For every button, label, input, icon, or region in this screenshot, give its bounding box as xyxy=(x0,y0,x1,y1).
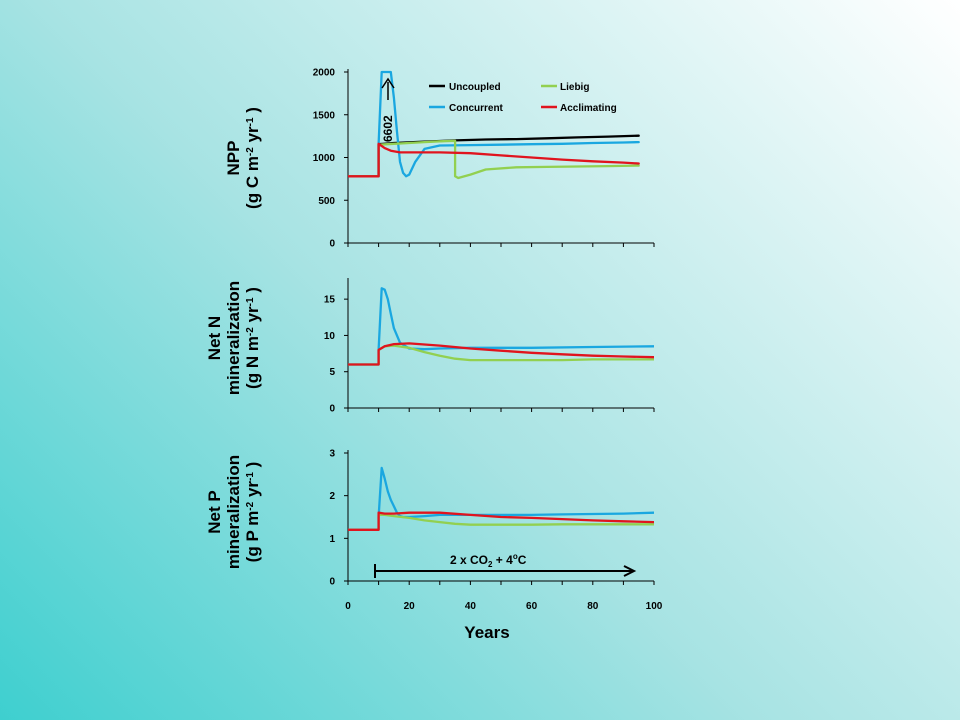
y-tick-label: 1000 xyxy=(313,153,336,164)
series-group xyxy=(348,287,654,366)
y-tick-label: 1500 xyxy=(313,110,336,121)
series-line-acclimating xyxy=(348,511,654,531)
legend: Uncoupled Liebig Concurrent Acclimating xyxy=(429,82,617,114)
legend-label-acclimating: Acclimating xyxy=(560,103,617,114)
y-tick-label: 10 xyxy=(324,331,336,342)
chart-panel-1: 0 500 1000 1500 2000 NPP(g C m-2 yr-1 ) xyxy=(224,68,655,250)
x-axis-title: Years xyxy=(464,623,509,642)
y-tick-label: 500 xyxy=(318,196,335,207)
treatment-arrow-head xyxy=(623,565,637,577)
legend-concurrent: Concurrent xyxy=(429,103,504,114)
legend-label-uncoupled: Uncoupled xyxy=(449,82,501,93)
x-tick-label: 20 xyxy=(404,601,416,612)
y-tick-label: 5 xyxy=(329,367,335,378)
legend-acclimating: Acclimating xyxy=(541,103,617,114)
series-line-liebig xyxy=(348,513,654,531)
treatment-annotation: 2 x CO2 + 4oC xyxy=(374,552,637,578)
x-tick-label: 40 xyxy=(465,601,477,612)
y-tick-label: 2000 xyxy=(313,68,336,79)
y-tick-label: 3 xyxy=(329,449,335,460)
peak-value-label: 6602 xyxy=(381,115,395,142)
peak-annotation: 6602 xyxy=(381,77,395,142)
y-axis-title: NPP(g C m-2 yr-1 ) xyxy=(224,107,262,209)
x-tick-label: 100 xyxy=(646,601,663,612)
series-line-acclimating xyxy=(348,342,654,366)
series-line-concurrent xyxy=(348,287,654,366)
y-tick-label: 0 xyxy=(329,239,335,250)
x-tick-label: 0 xyxy=(345,601,351,612)
chart-panel-3: 0 1 2 3 0 20 40 60 80 100 Net Pmineralization(g P … xyxy=(205,449,663,613)
y-axis-title: Net Pmineralization(g P m-2 yr-1 ) xyxy=(205,455,262,569)
y-axis-title: Net Nmineralization(g N m-2 yr-1 ) xyxy=(205,281,262,395)
series-line-liebig xyxy=(348,139,640,180)
legend-liebig: Liebig xyxy=(541,82,589,93)
y-tick-label: 1 xyxy=(329,534,335,545)
series-group xyxy=(348,466,654,531)
x-tick-label: 80 xyxy=(587,601,599,612)
series-line-acclimating xyxy=(348,142,640,178)
legend-label-liebig: Liebig xyxy=(560,82,589,93)
chart-panel-2: 0 5 10 15 Net Nmineralization(g N m-2 yr-1 ) xyxy=(205,278,655,415)
y-tick-label: 2 xyxy=(329,491,335,502)
treatment-label: 2 x CO2 + 4oC xyxy=(450,552,527,569)
legend-label-concurrent: Concurrent xyxy=(449,103,504,114)
series-line-concurrent xyxy=(348,70,640,178)
y-tick-label: 0 xyxy=(329,577,335,588)
y-tick-label: 0 xyxy=(329,404,335,415)
y-tick-label: 15 xyxy=(324,295,336,306)
peak-arrow-head xyxy=(381,77,395,89)
legend-uncoupled: Uncoupled xyxy=(429,82,501,93)
x-tick-label: 60 xyxy=(526,601,538,612)
series-group xyxy=(348,70,640,180)
